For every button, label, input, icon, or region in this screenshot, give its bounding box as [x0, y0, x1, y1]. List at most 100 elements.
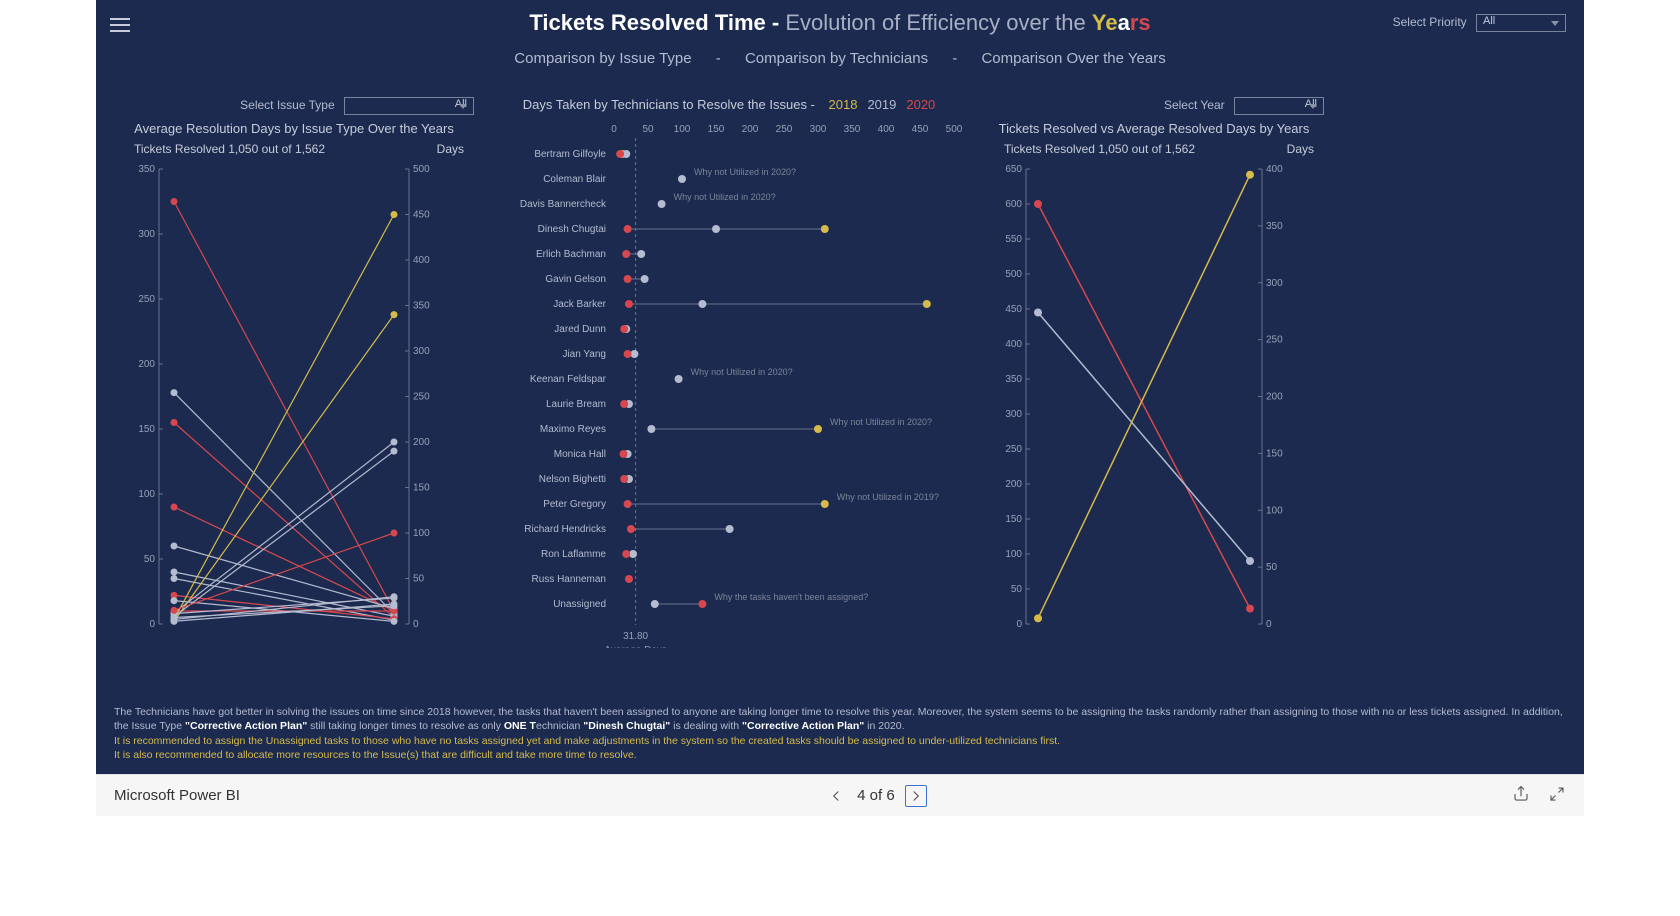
svg-text:50: 50 [1266, 562, 1278, 573]
svg-text:Why the tasks haven't been ass: Why the tasks haven't been assigned? [714, 592, 868, 602]
nav-link-technicians[interactable]: Comparison by Technicians [745, 50, 928, 67]
page-title: Tickets Resolved Time - Evolution of Eff… [96, 0, 1584, 36]
share-icon[interactable] [1512, 785, 1530, 807]
svg-text:350: 350 [413, 301, 430, 312]
svg-text:150: 150 [1005, 514, 1022, 525]
svg-text:500: 500 [1005, 269, 1022, 280]
svg-text:200: 200 [1005, 479, 1022, 490]
priority-label: Select Priority [1393, 15, 1467, 29]
svg-text:Why not Utilized in 2020?: Why not Utilized in 2020? [674, 192, 776, 202]
svg-text:150: 150 [708, 124, 725, 135]
mid-panel: Days Taken by Technicians to Resolve the… [494, 97, 964, 648]
svg-text:Jared Dunn: Jared Dunn [554, 324, 606, 335]
issue-type-select[interactable]: All [344, 97, 474, 115]
svg-text:500: 500 [946, 124, 963, 135]
svg-text:250: 250 [776, 124, 793, 135]
right-panel-title: Tickets Resolved vs Average Resolved Day… [984, 121, 1324, 136]
svg-text:0: 0 [611, 124, 617, 135]
svg-text:Coleman Blair: Coleman Blair [543, 174, 606, 185]
svg-text:300: 300 [810, 124, 827, 135]
svg-text:Why not Utilized in 2019?: Why not Utilized in 2019? [837, 492, 939, 502]
nav-link-years[interactable]: Comparison Over the Years [981, 50, 1165, 67]
svg-text:200: 200 [413, 437, 430, 448]
left-panel: Select Issue Type All Average Resolution… [114, 97, 474, 648]
svg-text:350: 350 [844, 124, 861, 135]
svg-text:350: 350 [1005, 374, 1022, 385]
page-indicator: 4 of 6 [857, 787, 895, 804]
hamburger-menu-icon[interactable] [110, 14, 130, 36]
svg-text:300: 300 [413, 346, 430, 357]
year-label: Select Year [1164, 98, 1225, 112]
svg-text:Why not Utilized in 2020?: Why not Utilized in 2020? [830, 417, 932, 427]
priority-select[interactable]: All [1476, 14, 1566, 32]
pager: 4 of 6 [825, 785, 927, 807]
svg-text:100: 100 [674, 124, 691, 135]
issue-type-label: Select Issue Type [240, 98, 335, 112]
fullscreen-icon[interactable] [1548, 785, 1566, 807]
prev-page-button[interactable] [825, 785, 847, 807]
svg-text:Peter Gregory: Peter Gregory [543, 499, 606, 510]
mid-chart: 050100150200250300350400450500Bertram Gi… [494, 118, 964, 648]
svg-text:200: 200 [742, 124, 759, 135]
svg-text:100: 100 [138, 489, 155, 500]
svg-text:Why not Utilized in 2020?: Why not Utilized in 2020? [691, 367, 793, 377]
svg-text:Russ Hanneman: Russ Hanneman [532, 574, 606, 585]
right-sub-tickets: Tickets Resolved 1,050 out of 1,562 [1004, 142, 1195, 156]
svg-text:Bertram Gilfoyle: Bertram Gilfoyle [534, 149, 606, 160]
svg-text:0: 0 [413, 619, 419, 630]
svg-text:650: 650 [1005, 164, 1022, 175]
svg-text:550: 550 [1005, 234, 1022, 245]
svg-text:Unassigned: Unassigned [553, 599, 606, 610]
svg-text:100: 100 [1266, 505, 1283, 516]
svg-text:Average Days: Average Days [604, 645, 667, 648]
svg-text:50: 50 [1011, 584, 1023, 595]
left-sub-days: Days [437, 142, 464, 156]
svg-text:100: 100 [413, 528, 430, 539]
title-sub: Evolution of Efficiency over the [785, 10, 1092, 35]
footer-insight: The Technicians have got better in solvi… [114, 705, 1566, 762]
next-page-button[interactable] [905, 785, 927, 807]
svg-text:400: 400 [878, 124, 895, 135]
svg-text:Davis Bannercheck: Davis Bannercheck [520, 199, 607, 210]
svg-text:100: 100 [1005, 549, 1022, 560]
svg-text:Gavin Gelson: Gavin Gelson [545, 274, 606, 285]
svg-text:400: 400 [1266, 164, 1283, 175]
bottom-bar: Microsoft Power BI 4 of 6 [96, 774, 1584, 816]
svg-text:250: 250 [413, 392, 430, 403]
svg-text:250: 250 [1005, 444, 1022, 455]
svg-text:0: 0 [1266, 619, 1272, 630]
left-panel-title: Average Resolution Days by Issue Type Ov… [114, 121, 474, 136]
svg-text:150: 150 [413, 483, 430, 494]
brand-label: Microsoft Power BI [114, 787, 240, 804]
svg-text:Richard Hendricks: Richard Hendricks [524, 524, 606, 535]
svg-text:400: 400 [413, 255, 430, 266]
svg-text:Why not Utilized in 2020?: Why not Utilized in 2020? [694, 167, 796, 177]
year-select[interactable]: All [1234, 97, 1324, 115]
svg-text:350: 350 [1266, 221, 1283, 232]
svg-text:Nelson Bighetti: Nelson Bighetti [539, 474, 606, 485]
svg-text:300: 300 [1005, 409, 1022, 420]
svg-text:Laurie Bream: Laurie Bream [546, 399, 606, 410]
svg-text:Erlich Bachman: Erlich Bachman [536, 249, 606, 260]
priority-filter: Select Priority All [1393, 14, 1566, 32]
svg-text:500: 500 [413, 164, 430, 175]
svg-text:600: 600 [1005, 199, 1022, 210]
svg-text:250: 250 [138, 294, 155, 305]
svg-text:50: 50 [144, 554, 156, 565]
svg-text:Jack Barker: Jack Barker [553, 299, 606, 310]
svg-text:250: 250 [1266, 335, 1283, 346]
svg-text:150: 150 [138, 424, 155, 435]
right-panel: Select Year All Tickets Resolved vs Aver… [984, 97, 1324, 648]
svg-text:Jian Yang: Jian Yang [562, 349, 606, 360]
svg-text:200: 200 [138, 359, 155, 370]
svg-text:200: 200 [1266, 392, 1283, 403]
svg-text:450: 450 [912, 124, 929, 135]
svg-text:Maximo Reyes: Maximo Reyes [540, 424, 606, 435]
svg-text:Ron Laflamme: Ron Laflamme [541, 549, 606, 560]
svg-text:Dinesh Chugtai: Dinesh Chugtai [538, 224, 606, 235]
nav-link-issue-type[interactable]: Comparison by Issue Type [514, 50, 691, 67]
title-main: Tickets Resolved Time - [529, 10, 785, 35]
left-sub-tickets: Tickets Resolved 1,050 out of 1,562 [134, 142, 325, 156]
svg-text:150: 150 [1266, 448, 1283, 459]
svg-text:450: 450 [413, 210, 430, 221]
